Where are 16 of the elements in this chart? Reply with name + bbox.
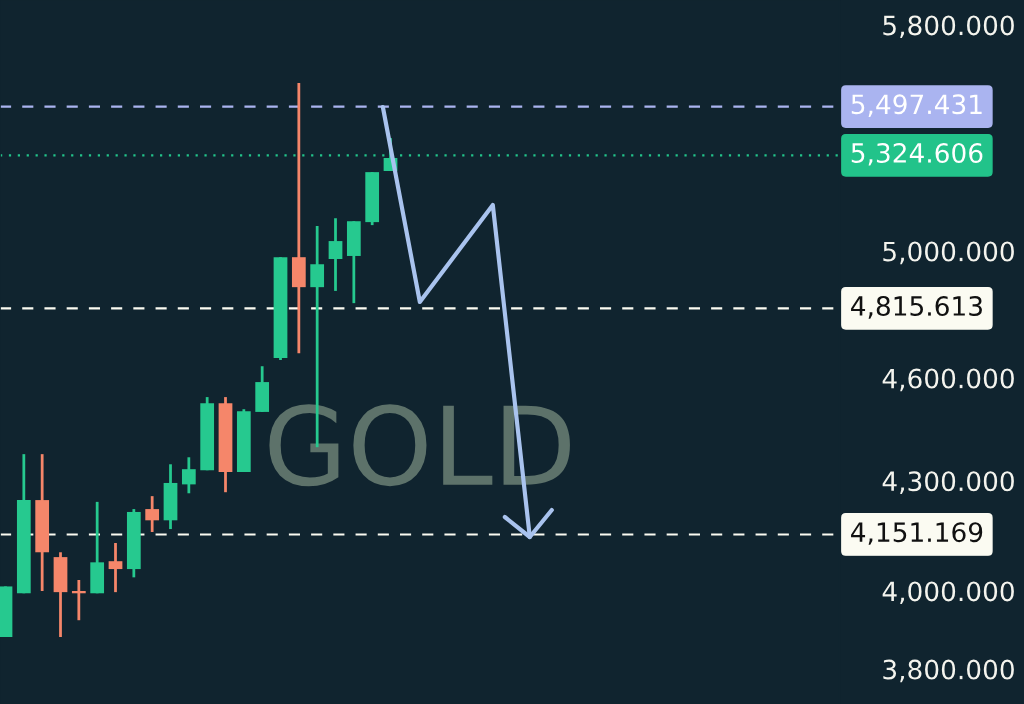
y-tick-label: 3,800.000 [883,659,1014,683]
ref-line-label: 4,815.613 [851,296,982,319]
y-tick-label: 5,800.000 [883,15,1014,39]
candlestick [145,494,160,534]
candlestick [328,216,343,293]
y-tick-label: 4,300.000 [882,471,1014,494]
ref-line-label: 5,324.606 [851,142,983,166]
ref-line-label: 4,151.169 [851,522,983,545]
ref-line-label: 5,497.431 [851,94,982,117]
y-tick-label: 5,000.000 [883,241,1014,265]
candlestick [71,578,86,622]
candlestick [181,455,196,495]
y-tick-label: 4,000.000 [882,581,1014,605]
y-tick-label: 4,600.000 [882,368,1014,392]
candlestick [291,81,306,355]
candlestick [108,541,123,594]
